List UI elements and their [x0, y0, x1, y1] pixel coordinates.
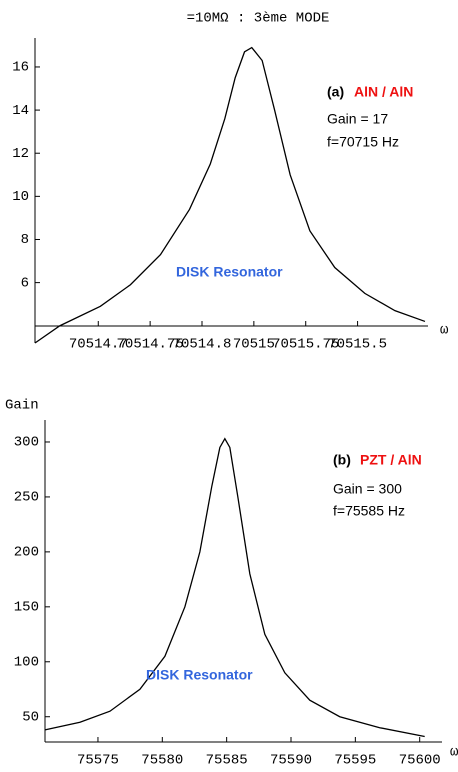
- y-tick-label: 100: [14, 654, 39, 670]
- y-tick-label: 150: [14, 600, 39, 616]
- y-tick-label: 12: [12, 146, 29, 162]
- chart-title: =10MΩ : 3ème MODE: [187, 11, 330, 27]
- x-tick-label: 75600: [399, 753, 441, 769]
- x-tick-label: 70514.75: [117, 337, 184, 353]
- annotation: AlN / AlN: [354, 84, 413, 100]
- x-tick-label: 70515.75: [272, 337, 339, 353]
- y-tick-label: 16: [12, 60, 29, 76]
- annotation: f=70715 Hz: [327, 134, 399, 150]
- y-tick-label: 300: [14, 435, 39, 451]
- curve: [44, 437, 425, 738]
- x-tick-label: 75575: [77, 753, 119, 769]
- annotation: PZT / AlN: [360, 452, 422, 468]
- y-tick-label: 14: [12, 103, 29, 119]
- x-tick-label: 75595: [334, 753, 376, 769]
- x-tick-label: 70514.7: [69, 337, 128, 353]
- x-axis-label: ω: [450, 745, 458, 761]
- annotation: f=75585 Hz: [333, 503, 405, 519]
- y-tick-label: 6: [21, 275, 29, 291]
- x-axis-label: ω: [440, 323, 449, 339]
- x-tick-label: 70515.5: [328, 337, 387, 353]
- annotation: DISK Resonator: [146, 667, 253, 683]
- y-axis-label: Gain: [5, 398, 39, 414]
- y-tick-label: 200: [14, 545, 39, 561]
- y-tick-label: 10: [12, 189, 29, 205]
- y-tick-label: 50: [22, 709, 39, 725]
- x-tick-label: 70514.8: [173, 337, 232, 353]
- x-tick-label: 75585: [206, 753, 248, 769]
- curve: [34, 46, 426, 344]
- y-tick-label: 8: [21, 232, 29, 248]
- annotation: (a): [327, 84, 344, 100]
- annotation: Gain = 300: [333, 481, 402, 497]
- y-tick-label: 250: [14, 490, 39, 506]
- annotation: DISK Resonator: [176, 264, 283, 280]
- x-tick-label: 70515: [233, 337, 275, 353]
- x-tick-label: 75580: [141, 753, 183, 769]
- annotation: (b): [333, 452, 351, 468]
- annotation: Gain = 17: [327, 111, 388, 127]
- x-tick-label: 75590: [270, 753, 312, 769]
